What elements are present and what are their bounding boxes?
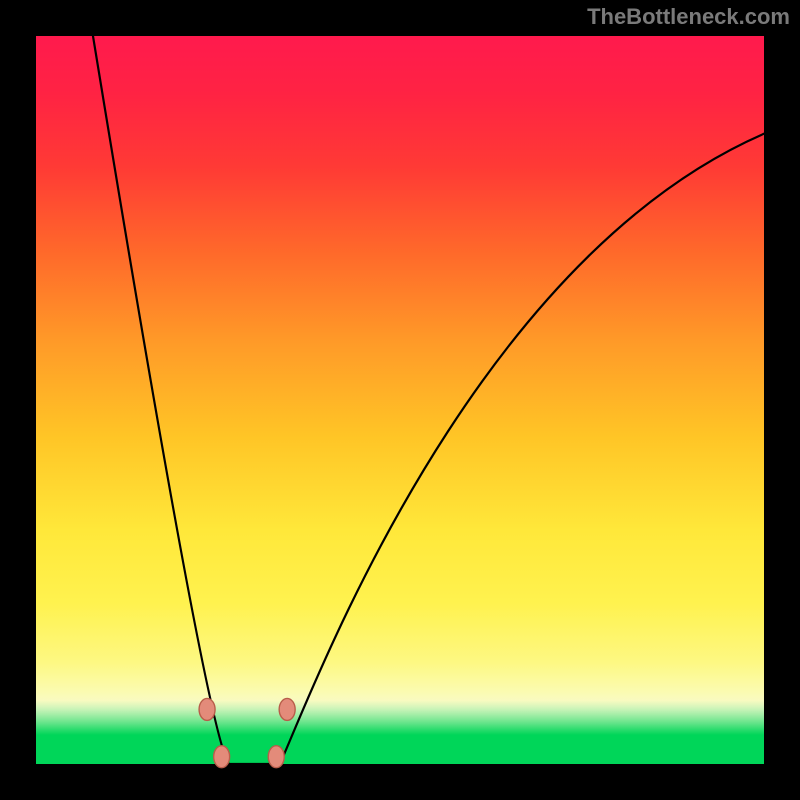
chart-container: TheBottleneck.com <box>0 0 800 800</box>
green-feather <box>36 700 764 735</box>
watermark-text: TheBottleneck.com <box>587 4 790 30</box>
green-baseline <box>36 735 764 764</box>
curve-marker <box>214 746 230 768</box>
curve-marker <box>199 698 215 720</box>
plot-background <box>36 36 764 764</box>
curve-marker <box>279 698 295 720</box>
curve-marker <box>268 746 284 768</box>
bottleneck-chart <box>0 0 800 800</box>
